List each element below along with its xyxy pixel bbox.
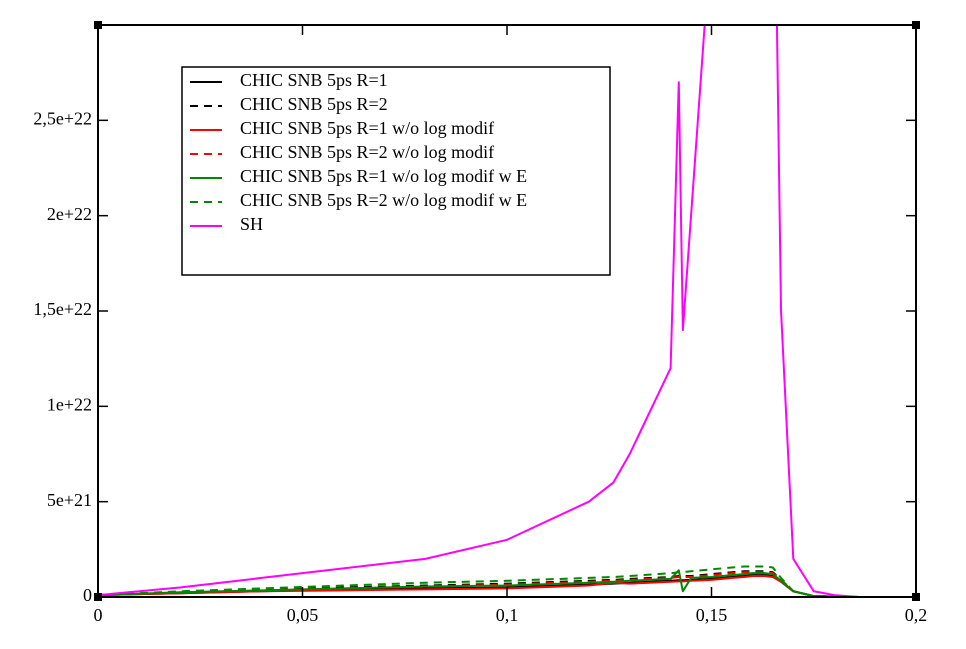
series-line (98, 25, 859, 597)
y-tick-label: 5e+21 (47, 490, 92, 510)
y-tick-label: 0 (83, 585, 92, 605)
legend-label: CHIC SNB 5ps R=2 (240, 94, 388, 114)
legend-label: CHIC SNB 5ps R=2 w/o log modif w E (240, 190, 527, 210)
y-tick-label: 2,5e+22 (33, 108, 92, 128)
series-line (98, 565, 859, 597)
plot-area (98, 25, 859, 597)
legend-label: CHIC SNB 5ps R=1 (240, 70, 388, 90)
legend-box (181, 66, 611, 276)
x-tick-label: 0 (94, 605, 103, 625)
legend-label: CHIC SNB 5ps R=1 w/o log modif (240, 118, 494, 138)
x-tick-label: 0,15 (696, 605, 728, 625)
x-tick-label: 0,1 (496, 605, 519, 625)
y-tick-label: 2e+22 (47, 204, 92, 224)
legend-label: CHIC SNB 5ps R=2 w/o log modif (240, 142, 494, 162)
legend-label: CHIC SNB 5ps R=1 w/o log modif w E (240, 166, 527, 186)
x-tick-label: 0,05 (287, 605, 319, 625)
series-line (98, 569, 859, 597)
legend-label: SH (240, 214, 263, 234)
y-tick-label: 1,5e+22 (33, 299, 92, 319)
x-tick-label: 0,2 (905, 605, 928, 625)
y-tick-label: 1e+22 (47, 394, 92, 414)
